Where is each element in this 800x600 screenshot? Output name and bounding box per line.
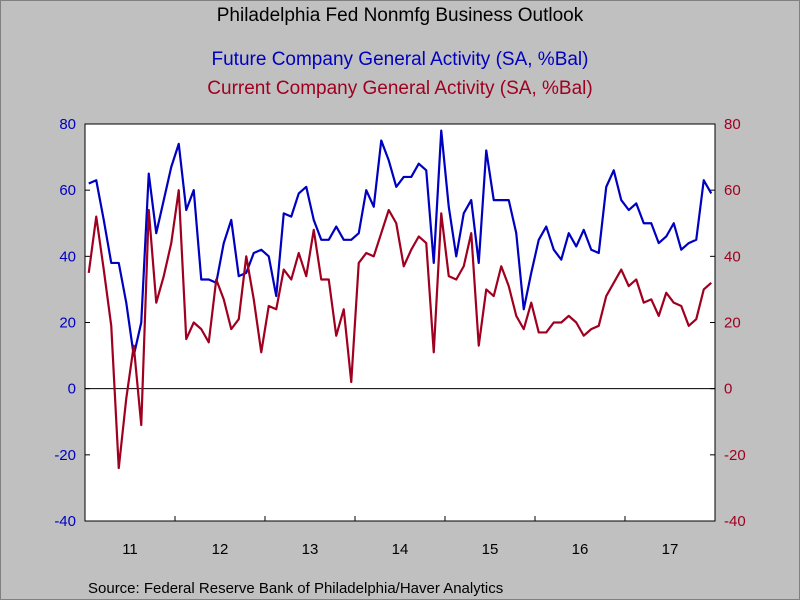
x-tick-label: 16 [572, 541, 589, 558]
x-tick-label: 15 [482, 541, 499, 558]
left-y-tick-label: 60 [59, 182, 76, 199]
legend-current-activity: Current Company General Activity (SA, %B… [207, 78, 592, 99]
right-y-tick-label: 60 [724, 182, 741, 199]
x-tick-label: 11 [122, 541, 138, 558]
right-y-tick-label: 20 [724, 315, 741, 332]
future-activity-line [88, 129, 713, 357]
left-y-tick-label: -20 [54, 447, 76, 464]
left-y-tick-label: 20 [59, 315, 76, 332]
source-note: Source: Federal Reserve Bank of Philadel… [88, 580, 503, 597]
left-y-tick-label: 0 [68, 381, 76, 398]
right-y-tick-label: 80 [724, 116, 741, 133]
right-y-tick-label: 0 [724, 381, 732, 398]
right-y-tick-label: 40 [724, 248, 741, 265]
right-y-tick-label: -20 [724, 447, 746, 464]
legend-future-activity: Future Company General Activity (SA, %Ba… [212, 49, 589, 70]
x-tick-label: 17 [662, 541, 679, 558]
current-activity-line [87, 189, 712, 470]
left-y-tick-label: 80 [59, 116, 76, 133]
left-y-tick-label: -40 [54, 513, 76, 530]
plot-area [84, 123, 716, 522]
right-y-tick-label: -40 [724, 513, 746, 530]
chart-title: Philadelphia Fed Nonmfg Business Outlook [217, 5, 584, 26]
x-tick-label: 14 [392, 541, 409, 558]
x-tick-label: 13 [302, 541, 319, 558]
left-y-tick-label: 40 [59, 248, 76, 265]
x-tick-label: 12 [212, 541, 229, 558]
